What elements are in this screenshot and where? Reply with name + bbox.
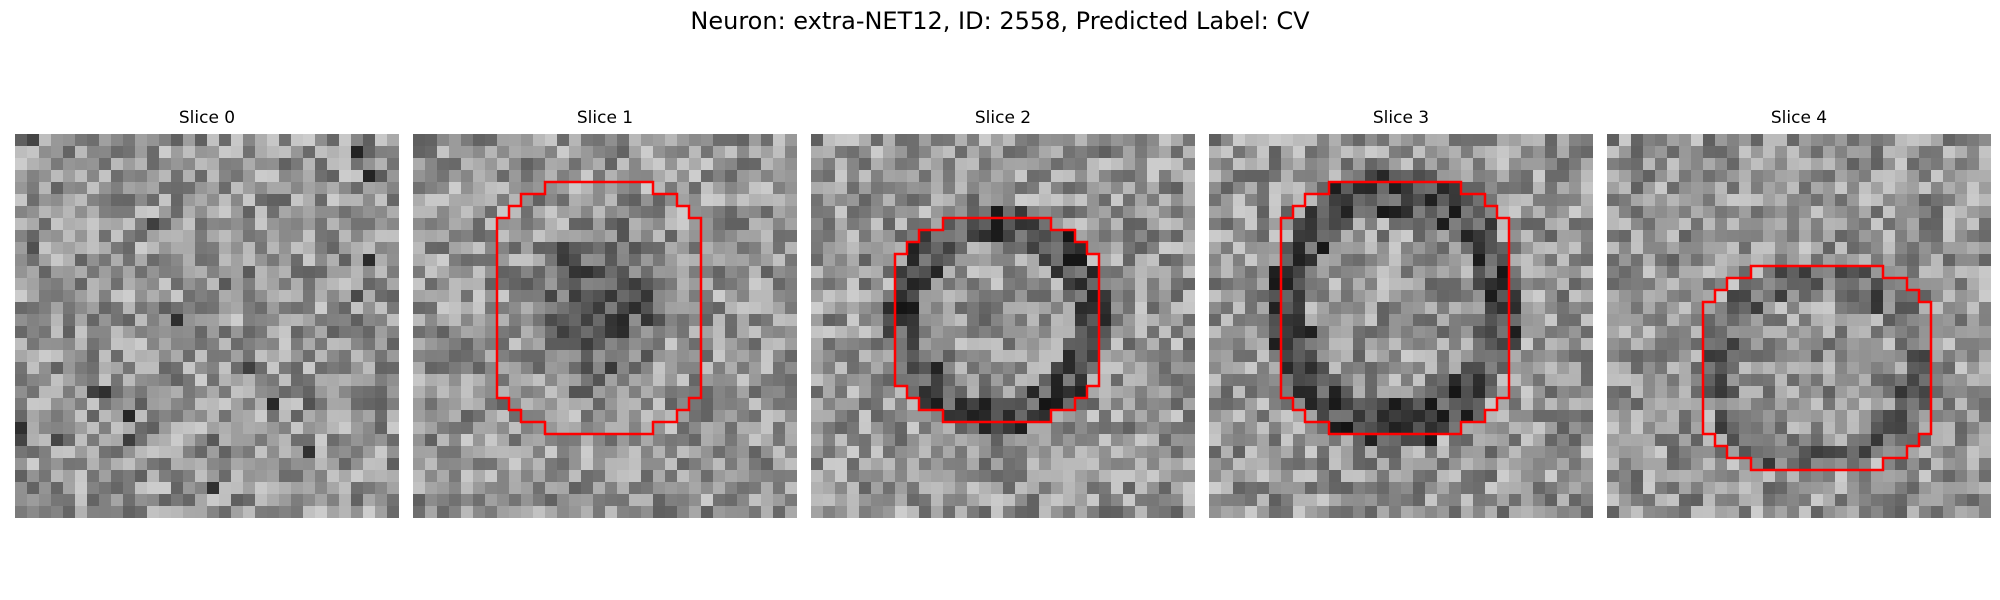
- slice-title: Slice 0: [178, 108, 236, 128]
- slice-title: Slice 3: [1372, 108, 1430, 128]
- slice-image: [1607, 134, 1991, 518]
- slice-image: [413, 134, 797, 518]
- segmentation-contour: [1701, 264, 1933, 472]
- segmentation-contour: [1279, 180, 1511, 436]
- figure-title: Neuron: extra-NET12, ID: 2558, Predicted…: [690, 7, 1310, 35]
- slice-title: Slice 2: [974, 108, 1032, 128]
- segmentation-contour: [893, 216, 1101, 424]
- slice-image: [811, 134, 1195, 518]
- slice-title: Slice 4: [1770, 108, 1828, 128]
- slice-image: [15, 134, 399, 518]
- slice-title: Slice 1: [576, 108, 634, 128]
- slice-image: [1209, 134, 1593, 518]
- segmentation-contour: [495, 180, 703, 436]
